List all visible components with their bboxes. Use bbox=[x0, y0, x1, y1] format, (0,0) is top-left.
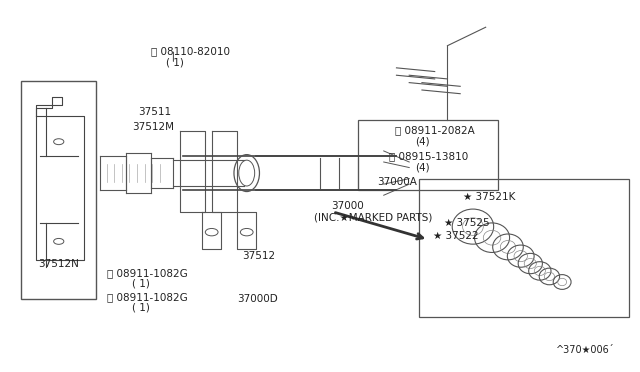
Text: 37000A: 37000A bbox=[378, 177, 417, 187]
Text: (4): (4) bbox=[415, 163, 430, 173]
Bar bbox=[419, 179, 629, 317]
Text: ( 1): ( 1) bbox=[166, 57, 184, 67]
Bar bbox=[358, 119, 499, 190]
Text: ★ 37521K: ★ 37521K bbox=[463, 192, 516, 202]
Text: Ⓝ 08911-1082G: Ⓝ 08911-1082G bbox=[106, 268, 188, 278]
Text: ( 1): ( 1) bbox=[132, 279, 150, 289]
Text: Ⓝ 08911-1082G: Ⓝ 08911-1082G bbox=[106, 292, 188, 302]
Text: ^370★006´: ^370★006´ bbox=[556, 345, 614, 355]
Text: 37512: 37512 bbox=[243, 251, 275, 261]
Bar bbox=[20, 81, 96, 299]
Text: (INC.★MARKED PARTS): (INC.★MARKED PARTS) bbox=[314, 212, 432, 222]
Text: ( 1): ( 1) bbox=[132, 303, 150, 313]
Text: (4): (4) bbox=[415, 137, 430, 147]
Text: 37000: 37000 bbox=[332, 201, 364, 211]
Text: ★ 37522: ★ 37522 bbox=[433, 231, 479, 241]
Text: 37512M: 37512M bbox=[132, 122, 174, 132]
Text: Ⓝ 08911-2082A: Ⓝ 08911-2082A bbox=[395, 126, 475, 136]
Text: ★ 37525: ★ 37525 bbox=[444, 218, 490, 228]
Text: 37000D: 37000D bbox=[237, 294, 278, 304]
Text: 37512N: 37512N bbox=[38, 259, 79, 269]
Text: Ⓑ 08110-82010: Ⓑ 08110-82010 bbox=[151, 46, 230, 56]
Text: 37511: 37511 bbox=[138, 107, 172, 117]
Text: Ⓠ 08915-13810: Ⓠ 08915-13810 bbox=[389, 151, 468, 161]
